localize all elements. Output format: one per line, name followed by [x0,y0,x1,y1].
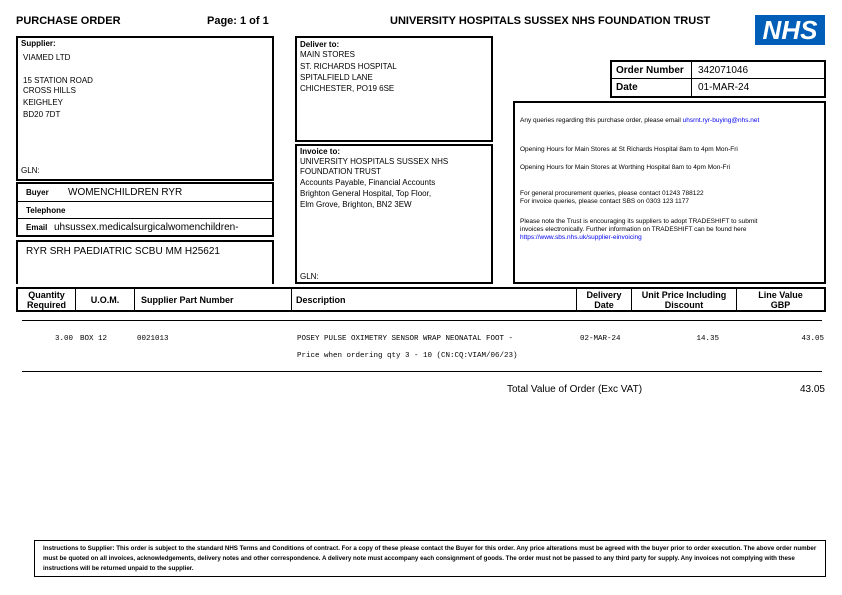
divider [22,320,822,321]
invoice-line: Accounts Payable, Financial Accounts [300,178,436,187]
deliver-line: MAIN STORES [300,50,355,59]
tradeshift-note: Please note the Trust is encouraging its… [520,218,758,225]
deliver-line: CHICHESTER, PO19 6SE [300,84,395,93]
supplier-address-line: 15 STATION ROAD [23,76,93,85]
row-delivery-date: 02-MAR-24 [580,335,621,343]
col-delivery-date: Delivery Date [577,289,632,310]
invoice-contact: For invoice queries, please contact SBS … [520,198,689,205]
supplier-address-line: CROSS HILLS [23,86,76,95]
telephone-label: Telephone [26,205,66,215]
invoice-label: Invoice to: [300,147,341,156]
tradeshift-note: invoices electronically. Further informa… [520,226,747,233]
queries-text: Any queries regarding this purchase orde… [520,117,681,124]
order-details: Order Number 342071046 Date 01-MAR-24 [610,60,826,98]
row-unit-price: 14.35 [696,335,719,343]
trust-name: UNIVERSITY HOSPITALS SUSSEX NHS FOUNDATI… [390,15,711,27]
supplier-address-line: KEIGHLEY [23,98,64,107]
info-box: Any queries regarding this purchase orde… [513,101,826,284]
total-value: 43.05 [799,384,825,395]
invoice-line: Brighton General Hospital, Top Floor, [300,189,432,198]
col-line-value: Line Value GBP [758,289,803,310]
hours-st-richards: Opening Hours for Main Stores at St Rich… [520,146,738,153]
supplier-gln: GLN: [21,166,40,175]
table-header: Quantity Required U.O.M. Supplier Part N… [16,287,826,312]
col-part-number: Supplier Part Number [135,289,292,310]
email-value: uhsussex.medicalsurgicalwomenchildren- [54,221,239,233]
deliver-box: Deliver to: MAIN STORES ST. RICHARDS HOS… [295,36,493,142]
invoice-line: UNIVERSITY HOSPITALS SUSSEX NHS [300,157,449,166]
row-quantity: 3.00 [55,335,74,343]
col-unit-price: Unit Price Including Discount [632,289,737,310]
supplier-label: Supplier: [21,39,56,48]
buyer-box: Buyer WOMENCHILDREN RYR Telephone Email uh… [16,182,274,237]
supplier-instructions: Instructions to Supplier: This order is … [34,540,826,577]
cost-centre: RYR SRH PAEDIATRIC SCBU MM H25621 [26,246,220,257]
supplier-name: VIAMED LTD [23,53,71,62]
divider [22,371,822,372]
col-quantity: Quantity Required [18,289,76,310]
nhs-logo: NHS [755,15,825,45]
order-number-label: Order Number [612,62,692,79]
row-description-note: Price when ordering qty 3 - 10 (CN:CQ:VI… [297,352,518,360]
deliver-line: ST. RICHARDS HOSPITAL [300,62,397,71]
total-label: Total Value of Order (Exc VAT) [507,384,643,395]
date-label: Date [612,79,692,96]
email-label: Email [26,222,48,232]
row-description: POSEY PULSE OXIMETRY SENSOR WRAP NEONATA… [297,335,514,343]
deliver-line: SPITALFIELD LANE [300,73,373,82]
hours-worthing: Opening Hours for Main Stores at Worthin… [520,164,731,171]
cost-centre-box: RYR SRH PAEDIATRIC SCBU MM H25621 [16,240,274,284]
page-number: Page: 1 of 1 [207,15,269,27]
col-uom: U.O.M. [76,289,135,310]
procurement-contact: For general procurement queries, please … [520,190,704,197]
order-date: 01-MAR-24 [698,82,750,93]
queries-email-link[interactable]: uhsrnt.ryr-buying@nhs.net [682,117,760,124]
tradeshift-link[interactable]: https://www.sbs.nhs.uk/supplier-einvoici… [520,234,642,241]
col-description: Description [292,289,577,310]
row-uom: BOX 12 [80,335,108,343]
row-line-value: 43.05 [801,335,824,343]
buyer-label: Buyer [26,188,49,197]
invoice-line: Elm Grove, Brighton, BN2 3EW [300,200,412,209]
invoice-gln: GLN: [300,272,319,281]
supplier-box: Supplier: VIAMED LTD 15 STATION ROAD CRO… [16,36,274,181]
invoice-line: FOUNDATION TRUST [300,167,382,176]
document-title: PURCHASE ORDER [16,15,121,27]
order-number: 342071046 [692,62,824,79]
buyer-value: WOMENCHILDREN RYR [68,187,183,198]
invoice-box: Invoice to: UNIVERSITY HOSPITALS SUSSEX … [295,144,493,284]
row-part-number: 0021013 [137,335,169,343]
supplier-postcode: BD20 7DT [23,110,61,119]
deliver-label: Deliver to: [300,40,340,49]
